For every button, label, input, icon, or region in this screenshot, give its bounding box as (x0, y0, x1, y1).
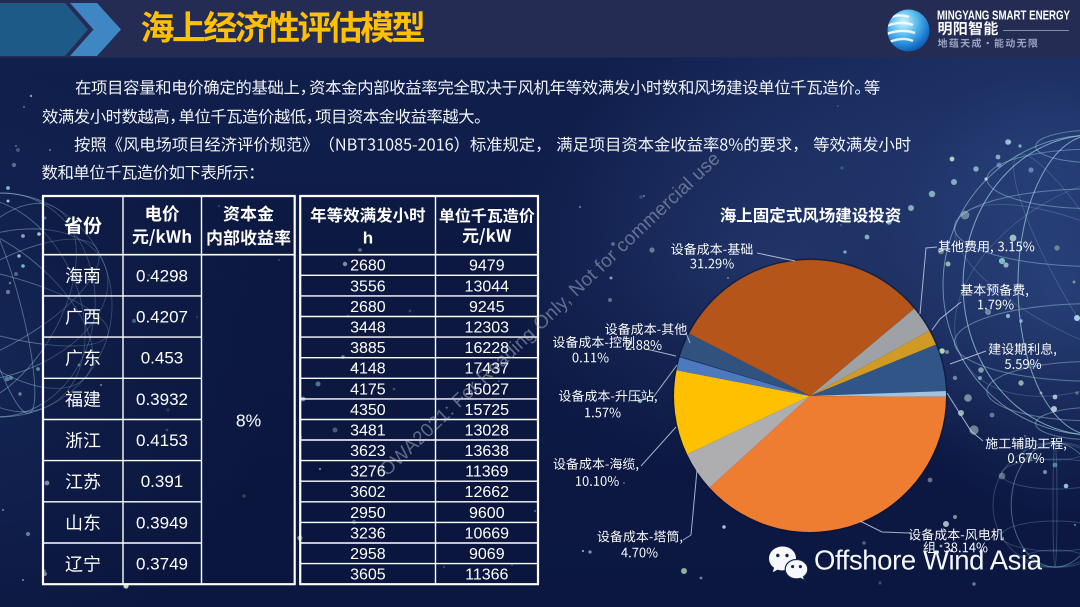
svg-text:11366: 11366 (465, 567, 508, 584)
svg-text:17437: 17437 (465, 361, 510, 378)
svg-text:9479: 9479 (469, 258, 505, 275)
svg-text:0.3749: 0.3749 (136, 555, 188, 574)
svg-text:12662: 12662 (465, 484, 510, 501)
svg-text:15027: 15027 (465, 381, 510, 398)
svg-text:0.3949: 0.3949 (136, 513, 188, 532)
svg-text:h: h (363, 229, 373, 248)
svg-text:3276: 3276 (350, 464, 386, 481)
svg-text:4148: 4148 (350, 361, 386, 378)
svg-text:3623: 3623 (350, 443, 386, 460)
svg-text:3605: 3605 (350, 567, 386, 584)
svg-text:0.3932: 0.3932 (136, 390, 188, 409)
svg-text:3602: 3602 (350, 484, 386, 501)
svg-text:3885: 3885 (350, 340, 386, 357)
svg-text:13044: 13044 (465, 278, 510, 295)
svg-text:11369: 11369 (465, 464, 508, 481)
svg-text:0.4207: 0.4207 (136, 308, 188, 327)
svg-text:3448: 3448 (350, 320, 386, 337)
svg-text:13638: 13638 (465, 443, 510, 460)
svg-text:4350: 4350 (350, 402, 386, 419)
svg-text:9245: 9245 (469, 299, 505, 316)
svg-text:16228: 16228 (465, 340, 510, 357)
svg-text:Offshore Wind Asia: Offshore Wind Asia (814, 545, 1043, 576)
svg-text:10669: 10669 (465, 525, 510, 542)
svg-text:9600: 9600 (469, 505, 505, 522)
svg-text:2680: 2680 (350, 258, 386, 275)
svg-text:2950: 2950 (350, 505, 386, 522)
svg-text:4175: 4175 (350, 381, 386, 398)
svg-text:2680: 2680 (350, 299, 386, 316)
svg-text:8%: 8% (236, 411, 261, 431)
svg-text:3481: 3481 (350, 422, 386, 439)
svg-text:15725: 15725 (465, 402, 510, 419)
svg-text:9069: 9069 (469, 546, 505, 563)
svg-text:3556: 3556 (350, 278, 386, 295)
svg-text:12303: 12303 (465, 320, 510, 337)
svg-text:2958: 2958 (350, 546, 386, 563)
svg-text:0.453: 0.453 (141, 349, 184, 368)
svg-text:MINGYANG SMART ENERGY: MINGYANG SMART ENERGY (937, 8, 1070, 23)
svg-text:0.4298: 0.4298 (136, 266, 188, 285)
svg-text:0.391: 0.391 (141, 472, 184, 491)
svg-text:13028: 13028 (465, 422, 510, 439)
svg-text:3236: 3236 (350, 525, 386, 542)
svg-text:0.4153: 0.4153 (136, 431, 188, 450)
